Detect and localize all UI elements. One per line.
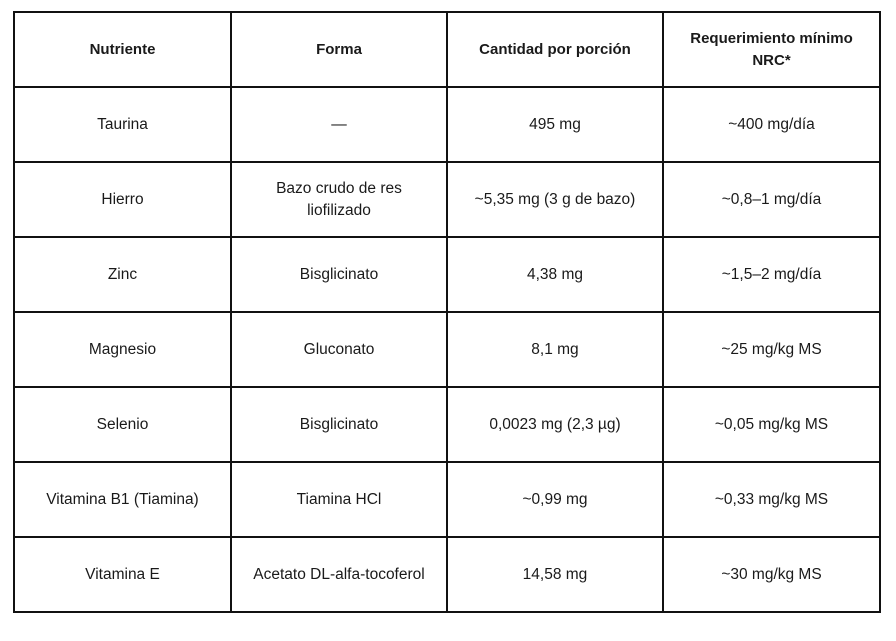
cell-requerimiento: ~1,5–2 mg/día bbox=[662, 236, 881, 313]
cell-forma: Bisglicinato bbox=[230, 236, 448, 313]
header-nutriente: Nutriente bbox=[13, 11, 232, 88]
cell-forma: Bazo crudo de res liofilizado bbox=[230, 161, 448, 238]
cell-cantidad: 495 mg bbox=[446, 86, 664, 163]
header-requerimiento: Requerimiento mínimo NRC* bbox=[662, 11, 881, 88]
table-row: Vitamina E Acetato DL-alfa-tocoferol 14,… bbox=[13, 536, 881, 613]
cell-requerimiento: ~25 mg/kg MS bbox=[662, 311, 881, 388]
table-row: Hierro Bazo crudo de res liofilizado ~5,… bbox=[13, 161, 881, 238]
cell-nutriente: Vitamina E bbox=[13, 536, 232, 613]
table-row: Taurina — 495 mg ~400 mg/día bbox=[13, 86, 881, 163]
cell-nutriente: Magnesio bbox=[13, 311, 232, 388]
cell-cantidad: 8,1 mg bbox=[446, 311, 664, 388]
header-forma: Forma bbox=[230, 11, 448, 88]
cell-nutriente: Vitamina B1 (Tiamina) bbox=[13, 461, 232, 538]
cell-nutriente: Taurina bbox=[13, 86, 232, 163]
cell-cantidad: 14,58 mg bbox=[446, 536, 664, 613]
cell-requerimiento: ~30 mg/kg MS bbox=[662, 536, 881, 613]
cell-forma: — bbox=[230, 86, 448, 163]
table-header-row: Nutriente Forma Cantidad por porción Req… bbox=[13, 11, 881, 88]
cell-requerimiento: ~0,33 mg/kg MS bbox=[662, 461, 881, 538]
cell-requerimiento: ~0,8–1 mg/día bbox=[662, 161, 881, 238]
cell-requerimiento: ~400 mg/día bbox=[662, 86, 881, 163]
table-row: Vitamina B1 (Tiamina) Tiamina HCl ~0,99 … bbox=[13, 461, 881, 538]
cell-forma: Gluconato bbox=[230, 311, 448, 388]
nutrient-table-container: Nutriente Forma Cantidad por porción Req… bbox=[13, 11, 881, 613]
table-row: Magnesio Gluconato 8,1 mg ~25 mg/kg MS bbox=[13, 311, 881, 388]
cell-forma: Tiamina HCl bbox=[230, 461, 448, 538]
cell-cantidad: 4,38 mg bbox=[446, 236, 664, 313]
cell-cantidad: 0,0023 mg (2,3 µg) bbox=[446, 386, 664, 463]
cell-cantidad: ~0,99 mg bbox=[446, 461, 664, 538]
table-row: Zinc Bisglicinato 4,38 mg ~1,5–2 mg/día bbox=[13, 236, 881, 313]
cell-forma: Acetato DL-alfa-tocoferol bbox=[230, 536, 448, 613]
cell-forma: Bisglicinato bbox=[230, 386, 448, 463]
nutrient-table: Nutriente Forma Cantidad por porción Req… bbox=[13, 11, 881, 613]
cell-cantidad: ~5,35 mg (3 g de bazo) bbox=[446, 161, 664, 238]
header-cantidad: Cantidad por porción bbox=[446, 11, 664, 88]
cell-requerimiento: ~0,05 mg/kg MS bbox=[662, 386, 881, 463]
cell-nutriente: Hierro bbox=[13, 161, 232, 238]
table-row: Selenio Bisglicinato 0,0023 mg (2,3 µg) … bbox=[13, 386, 881, 463]
cell-nutriente: Zinc bbox=[13, 236, 232, 313]
cell-nutriente: Selenio bbox=[13, 386, 232, 463]
